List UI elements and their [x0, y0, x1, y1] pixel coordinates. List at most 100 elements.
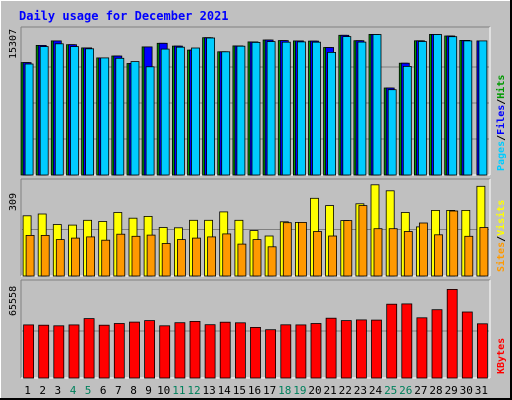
kbytes-panel-bar-kbytes-27 — [416, 317, 428, 379]
hits-panel-legend-pages: Pages — [496, 141, 507, 171]
visits-panel-bar-sites-16 — [252, 239, 262, 277]
kbytes-panel-bar-kbytes-2 — [38, 324, 50, 379]
x-tick-label-31: 31 — [475, 384, 488, 397]
hits-panel-bar-pages-19 — [296, 41, 306, 176]
x-tick-label-1: 1 — [24, 384, 31, 397]
kbytes-panel-bar-kbytes-31 — [476, 323, 488, 379]
hits-panel-bar-pages-8 — [130, 61, 140, 176]
visits-panel-bar-sites-7 — [116, 233, 126, 277]
visits-panel-legend: Sites/Visits — [495, 200, 507, 272]
kbytes-panel-bar-kbytes-5 — [83, 318, 95, 379]
x-tick-label-8: 8 — [130, 384, 137, 397]
x-tick-label-25: 25 — [384, 384, 397, 397]
x-tick-label-3: 3 — [54, 384, 61, 397]
kbytes-panel-bar-kbytes-9 — [144, 320, 156, 379]
visits-panel-bar-sites-9 — [146, 234, 156, 277]
x-tick-label-28: 28 — [429, 384, 442, 397]
hits-panel-bar-pages-14 — [221, 51, 231, 176]
kbytes-panel-bar-kbytes-11 — [174, 322, 186, 379]
x-tick-label-14: 14 — [218, 384, 232, 397]
chart-title: Daily usage for December 2021 — [19, 9, 229, 23]
visits-panel-bar-sites-20 — [313, 231, 322, 277]
kbytes-panel-bar-kbytes-13 — [204, 324, 216, 379]
x-tick-label-20: 20 — [308, 384, 321, 397]
visits-panel-bar-sites-1 — [25, 234, 35, 277]
kbytes-panel-bar-kbytes-24 — [371, 319, 382, 379]
kbytes-panel-bar-kbytes-30 — [461, 311, 473, 379]
kbytes-panel-bar-kbytes-26 — [401, 303, 413, 379]
visits-panel-legend-separator: / — [496, 236, 507, 242]
x-tick-label-6: 6 — [100, 384, 107, 397]
kbytes-panel-bar-kbytes-22 — [340, 320, 352, 379]
x-tick-label-2: 2 — [39, 384, 46, 397]
x-tick-label-23: 23 — [354, 384, 367, 397]
visits-panel-bar-sites-26 — [403, 231, 413, 277]
kbytes-panel-bar-kbytes-7 — [113, 323, 125, 379]
x-tick-label-16: 16 — [248, 384, 261, 397]
hits-panel-bar-pages-15 — [236, 45, 246, 176]
hits-panel-legend-hits: Hits — [495, 75, 507, 99]
hits-panel-bar-pages-16 — [251, 42, 261, 176]
visits-panel-bar-sites-13 — [207, 236, 217, 277]
kbytes-panel-bar-kbytes-19 — [295, 324, 307, 379]
visits-panel-bar-sites-12 — [192, 237, 201, 277]
visits-panel-bar-sites-2 — [40, 234, 50, 277]
kbytes-panel-bar-kbytes-25 — [386, 303, 398, 379]
visits-panel-bar-sites-14 — [222, 233, 232, 277]
x-tick-label-27: 27 — [414, 384, 427, 397]
hits-panel-bar-pages-26 — [402, 66, 412, 176]
x-tick-label-13: 13 — [202, 384, 215, 397]
kbytes-panel-bar-kbytes-20 — [310, 323, 322, 379]
x-tick-label-24: 24 — [369, 384, 383, 397]
hits-panel-bar-pages-4 — [70, 46, 79, 176]
hits-panel-bar-pages-9 — [145, 66, 155, 176]
hits-panel-legend-files: Files — [495, 105, 507, 135]
kbytes-panel-bar-kbytes-10 — [159, 325, 171, 379]
kbytes-panel-bar-kbytes-21 — [325, 317, 337, 379]
visits-panel-bar-sites-30 — [464, 235, 474, 277]
hits-panel-bar-pages-24 — [372, 34, 382, 176]
x-tick-label-9: 9 — [145, 384, 152, 397]
x-tick-label-19: 19 — [293, 384, 306, 397]
visits-panel-bar-sites-4 — [71, 237, 80, 277]
hits-panel-bar-pages-2 — [39, 46, 49, 176]
kbytes-panel-bar-kbytes-18 — [280, 324, 292, 379]
visits-panel-bar-sites-29 — [449, 210, 459, 277]
hits-panel-legend-separator: / — [496, 99, 507, 105]
hits-panel-bar-pages-23 — [357, 41, 367, 176]
visits-panel-bar-sites-10 — [161, 243, 171, 277]
x-tick-label-11: 11 — [172, 384, 185, 397]
visits-panel-bar-sites-28 — [434, 234, 443, 277]
x-tick-label-29: 29 — [445, 384, 458, 397]
kbytes-panel-bar-kbytes-29 — [446, 288, 458, 379]
visits-panel-bar-sites-6 — [101, 239, 111, 277]
visits-panel-bar-sites-24 — [373, 228, 383, 277]
hits-panel-bar-pages-12 — [191, 47, 200, 176]
hits-panel-bar-pages-22 — [342, 36, 352, 176]
kbytes-panel-bar-kbytes-4 — [68, 324, 80, 379]
kbytes-panel-legend-kbytes: KBytes — [496, 338, 507, 374]
hits-panel-bar-pages-28 — [433, 34, 442, 176]
x-tick-label-18: 18 — [278, 384, 291, 397]
hits-panel-bar-pages-5 — [85, 48, 94, 176]
x-tick-label-21: 21 — [323, 384, 336, 397]
visits-panel-legend-visits: Visits — [495, 200, 507, 236]
hits-panel-bar-pages-1 — [24, 63, 34, 176]
visits-panel-bar-sites-8 — [131, 235, 141, 277]
kbytes-panel-max-label: 65558 — [8, 286, 19, 316]
kbytes-panel-bar-kbytes-16 — [250, 326, 261, 379]
hits-panel-bar-pages-27 — [417, 41, 427, 176]
x-tick-label-22: 22 — [339, 384, 352, 397]
visits-panel-max-label: 309 — [8, 193, 19, 211]
hits-panel-bar-pages-18 — [281, 41, 291, 176]
kbytes-panel-bar-kbytes-23 — [355, 319, 367, 379]
hits-panel-bar-pages-10 — [160, 48, 170, 176]
hits-panel-bar-pages-21 — [327, 52, 337, 176]
visits-panel-legend-sites: Sites — [495, 242, 507, 272]
x-tick-label-17: 17 — [263, 384, 276, 397]
hits-panel-bar-pages-31 — [478, 40, 488, 176]
visits-panel-bar-sites-19 — [297, 221, 307, 277]
kbytes-panel-bar-kbytes-6 — [98, 324, 110, 379]
kbytes-panel-bar-kbytes-1 — [23, 324, 35, 379]
